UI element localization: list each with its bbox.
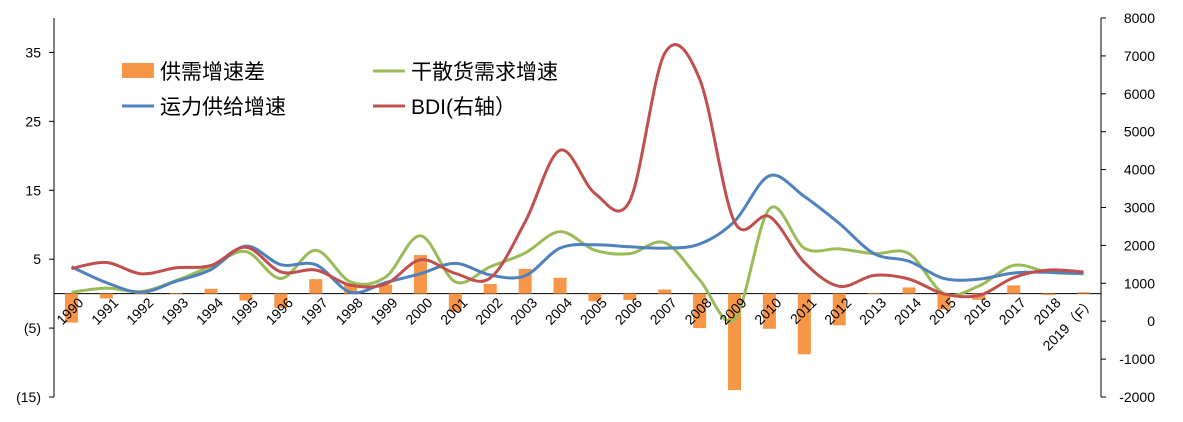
right-axis-tick-label: 8000 <box>1124 10 1155 26</box>
x-tick-label: 2004 <box>542 294 575 327</box>
bar-2010 <box>762 293 776 329</box>
legend-label-1: 供需增速差 <box>160 61 265 84</box>
right-axis-tick-label: -2000 <box>1119 389 1155 405</box>
bar-2015 <box>937 293 951 310</box>
x-tick-label: 1997 <box>298 294 331 327</box>
x-tick-label: 2002 <box>472 294 505 327</box>
bar-2018 <box>1042 293 1056 296</box>
left-axis-tick-label: 25 <box>25 113 41 129</box>
axes-layer: (15) (5) 5 15 25 35 -2000 -1000 0 1000 2000 3000 400… <box>16 10 1155 405</box>
bar-2009 <box>728 293 742 391</box>
left-axis-tick-label: 35 <box>25 44 41 60</box>
legend-label-4: BDI(右轴） <box>411 96 516 119</box>
right-axis-tick-label: -1000 <box>1119 351 1155 367</box>
x-tick-label: 1998 <box>332 294 365 327</box>
x-tick-labels: 1990 1991 1992 1993 1994 1995 1996 1997 1998 1999… <box>53 294 1098 353</box>
right-axis-tick-label: 5000 <box>1124 124 1155 140</box>
bar-2001 <box>448 293 462 312</box>
bar-1997 <box>309 279 323 294</box>
bar-1992 <box>134 293 148 295</box>
left-axis-tick-label: 5 <box>33 251 41 267</box>
x-tick-label: 2007 <box>647 294 680 327</box>
x-tick-label: 1999 <box>367 294 400 327</box>
x-tick-label: 1994 <box>193 294 226 327</box>
x-tick-label: 2014 <box>891 294 924 327</box>
x-tick-label: 2003 <box>507 294 540 327</box>
x-tick-label: 1990 <box>53 294 86 327</box>
lines-layer <box>70 43 1084 323</box>
x-tick-label: 1996 <box>263 294 296 327</box>
x-tick-label: 1992 <box>123 294 156 327</box>
bar-2011 <box>797 293 811 355</box>
bar-1991 <box>99 293 113 299</box>
right-axis-tick-label: 4000 <box>1124 162 1155 178</box>
right-axis-tick-label: 6000 <box>1124 86 1155 102</box>
x-tick-label: 2016 <box>961 294 994 327</box>
bars-layer <box>64 255 1091 391</box>
bar-2007 <box>658 289 672 294</box>
bar-2014 <box>902 287 916 294</box>
bar-2017 <box>1007 285 1021 294</box>
x-tick-label: 2005 <box>577 294 610 327</box>
x-tick-label: 2015 <box>926 294 959 327</box>
x-tick-label: 2000 <box>402 294 435 327</box>
x-tick-label: 2017 <box>996 294 1029 327</box>
bar-2012 <box>832 293 846 326</box>
right-axis-tick-label: 1000 <box>1124 275 1155 291</box>
left-axis-tick-label: (15) <box>16 389 41 405</box>
bar-1999 <box>379 284 393 294</box>
bar-2006 <box>623 293 637 300</box>
bar-2013 <box>867 292 881 294</box>
bar-1998 <box>344 283 358 294</box>
x-tick-label: 2006 <box>612 294 645 327</box>
series-line-3 <box>71 43 1084 299</box>
right-axis-tick-label: 3000 <box>1124 200 1155 216</box>
x-tick-label: 2013 <box>856 294 889 327</box>
left-axis-tick-label: 15 <box>25 182 41 198</box>
x-tick-label: 1995 <box>228 294 261 327</box>
bar-2004 <box>553 277 567 294</box>
right-axis-tick-label: 2000 <box>1124 237 1155 253</box>
x-tick-label: 1993 <box>158 294 191 327</box>
legend-swatch-bar <box>122 63 154 78</box>
bar-2002 <box>483 283 497 294</box>
series-line-2 <box>70 173 1084 295</box>
right-axis-tick-label: 0 <box>1147 313 1155 329</box>
legend-label-2: 干散货需求增速 <box>411 61 558 84</box>
x-tick-label: 1991 <box>88 294 121 327</box>
bar-2019（F） <box>1077 292 1091 294</box>
bar-1994 <box>204 288 218 294</box>
bar-1995 <box>239 293 253 301</box>
left-axis-tick-label: (5) <box>24 320 41 336</box>
bar-1996 <box>274 293 288 309</box>
bar-1990 <box>64 293 78 323</box>
bar-2008 <box>693 293 707 329</box>
bar-1993 <box>169 292 183 294</box>
right-axis-tick-label: 7000 <box>1124 48 1155 64</box>
x-tick-label: 2001 <box>437 294 470 327</box>
legend-label-3: 运力供给增速 <box>160 96 286 119</box>
bar-2005 <box>588 293 602 302</box>
